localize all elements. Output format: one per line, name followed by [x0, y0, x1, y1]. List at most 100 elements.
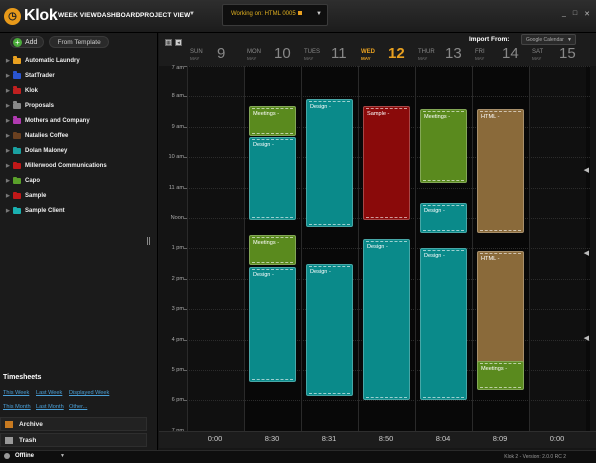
resize-top-handle[interactable] [309, 101, 350, 103]
resize-bottom-handle[interactable] [309, 224, 350, 226]
resize-bottom-handle[interactable] [423, 230, 464, 232]
chevron-down-icon[interactable]: ▼ [316, 11, 322, 17]
import-source-select[interactable]: Google Calendar ▼ [521, 34, 576, 45]
calendar-event[interactable]: Design - [363, 239, 410, 401]
day-header[interactable]: SAT MAY 15 [532, 44, 589, 66]
expand-icon[interactable]: ▶ [6, 163, 10, 170]
offline-status[interactable]: Offline ▼ [4, 453, 65, 459]
nav-project-view[interactable]: PROJECT VIEW [140, 12, 191, 19]
day-header[interactable]: THUR MAY 13 [418, 44, 475, 66]
calendar-event[interactable]: Design - [306, 99, 353, 228]
expand-icon[interactable]: ▶ [6, 102, 10, 109]
calendar-event[interactable]: Design - [420, 248, 467, 401]
resize-bottom-handle[interactable] [423, 180, 464, 182]
calendar-icon[interactable]: ▦ [165, 39, 172, 46]
add-button[interactable]: + Add [10, 36, 45, 48]
resize-top-handle[interactable] [309, 265, 350, 267]
link-displayed-week[interactable]: Displayed Week [69, 390, 110, 396]
client-item[interactable]: ▶ Millerwood Communications [6, 159, 154, 174]
day-header[interactable]: TUES MAY 11 [304, 44, 361, 66]
archive-button[interactable]: Archive [0, 417, 147, 431]
calendar-event[interactable]: Design - [420, 202, 467, 234]
scroll-arrow-icon[interactable]: ◀ [583, 335, 589, 342]
resize-top-handle[interactable] [423, 250, 464, 252]
client-item[interactable]: ▶ Automatic Laundry [6, 53, 154, 68]
resize-bottom-handle[interactable] [252, 132, 293, 134]
expand-icon[interactable]: ▶ [6, 117, 10, 124]
resize-bottom-handle[interactable] [366, 397, 407, 399]
expand-icon[interactable]: ▶ [6, 178, 10, 185]
scroll-arrow-icon[interactable]: ◀ [583, 250, 589, 257]
resize-top-handle[interactable] [252, 268, 293, 270]
nav-week-view[interactable]: WEEK VIEW [58, 12, 97, 19]
resize-top-handle[interactable] [423, 204, 464, 206]
client-item[interactable]: ▶ Dolan Maloney [6, 144, 154, 159]
resize-bottom-handle[interactable] [252, 216, 293, 218]
trash-button[interactable]: Trash [0, 433, 147, 447]
resize-bottom-handle[interactable] [309, 392, 350, 394]
scroll-arrow-icon[interactable]: ◀ [583, 167, 589, 174]
resize-top-handle[interactable] [252, 107, 293, 109]
day-header[interactable]: WED MAY 12 [361, 44, 418, 66]
expand-icon[interactable]: ▶ [6, 148, 10, 155]
client-item[interactable]: ▶ Proposals [6, 98, 154, 113]
resize-bottom-handle[interactable] [423, 397, 464, 399]
expand-icon[interactable]: ▶ [6, 208, 10, 215]
client-item[interactable]: ▶ Sample [6, 189, 154, 204]
client-item[interactable]: ▶ StatTrader [6, 68, 154, 83]
expand-icon[interactable]: ▶ [6, 193, 10, 200]
expand-icon[interactable]: ▶ [6, 57, 10, 64]
maximize-icon[interactable]: □ [572, 10, 578, 17]
time-label: 7 am [171, 65, 184, 71]
resize-top-handle[interactable] [423, 110, 464, 112]
sidebar: + Add From Template ▶ Automatic Laundry ▶ S… [0, 33, 158, 450]
calendar-event[interactable]: HTML - [477, 251, 524, 364]
link-this-month[interactable]: This Month [3, 404, 31, 410]
client-item[interactable]: ▶ Sample Client [6, 204, 154, 219]
resize-top-handle[interactable] [366, 107, 407, 109]
minimize-icon[interactable]: _ [561, 10, 566, 17]
expand-icon[interactable]: ▶ [6, 133, 10, 140]
calendar-event[interactable]: Design - [306, 263, 353, 396]
working-on-display[interactable]: Working on: HTML 0005 ▼ [222, 4, 328, 26]
resize-top-handle[interactable] [252, 236, 293, 238]
resize-bottom-handle[interactable] [252, 262, 293, 264]
resize-top-handle[interactable] [480, 110, 521, 112]
day-header[interactable]: FRI MAY 14 [475, 44, 532, 66]
client-item[interactable]: ▶ Klok [6, 83, 154, 98]
chevron-down-icon[interactable]: ▼ [189, 11, 195, 17]
day-number: 15 [559, 45, 576, 62]
collapse-icon[interactable]: ◂ [175, 39, 182, 46]
close-icon[interactable]: ✕ [584, 11, 590, 18]
calendar-event[interactable]: Design - [249, 266, 296, 383]
from-template-button[interactable]: From Template [49, 36, 109, 48]
resize-bottom-handle[interactable] [366, 216, 407, 218]
resize-bottom-handle[interactable] [480, 230, 521, 232]
resize-top-handle[interactable] [480, 362, 521, 364]
client-item[interactable]: ▶ Capo [6, 174, 154, 189]
resize-bottom-handle[interactable] [252, 379, 293, 381]
resize-bottom-handle[interactable] [480, 386, 521, 388]
resize-top-handle[interactable] [480, 253, 521, 255]
calendar-event[interactable]: Meetings - [249, 105, 296, 136]
resize-top-handle[interactable] [366, 241, 407, 243]
calendar-event[interactable]: Meetings - [249, 234, 296, 266]
link-other[interactable]: Other... [69, 404, 88, 410]
calendar-event[interactable]: Design - [249, 137, 296, 220]
calendar-event[interactable]: Meetings - [477, 360, 524, 390]
resize-top-handle[interactable] [252, 139, 293, 141]
client-item[interactable]: ▶ Natalies Coffee [6, 128, 154, 143]
expand-icon[interactable]: ▶ [6, 72, 10, 79]
day-header[interactable]: MON MAY 10 [247, 44, 304, 66]
nav-dashboard[interactable]: DASHBOARD [97, 12, 141, 19]
resize-handle[interactable] [147, 237, 150, 245]
client-item[interactable]: ▶ Mothers and Company [6, 113, 154, 128]
day-header[interactable]: SUN MAY 9 [190, 44, 247, 66]
link-this-week[interactable]: This Week [3, 390, 30, 396]
link-last-week[interactable]: Last Week [36, 390, 63, 396]
calendar-event[interactable]: Meetings - [420, 108, 467, 184]
link-last-month[interactable]: Last Month [36, 404, 64, 410]
expand-icon[interactable]: ▶ [6, 87, 10, 94]
calendar-event[interactable]: Sample - [363, 105, 410, 220]
calendar-event[interactable]: HTML - [477, 108, 524, 234]
